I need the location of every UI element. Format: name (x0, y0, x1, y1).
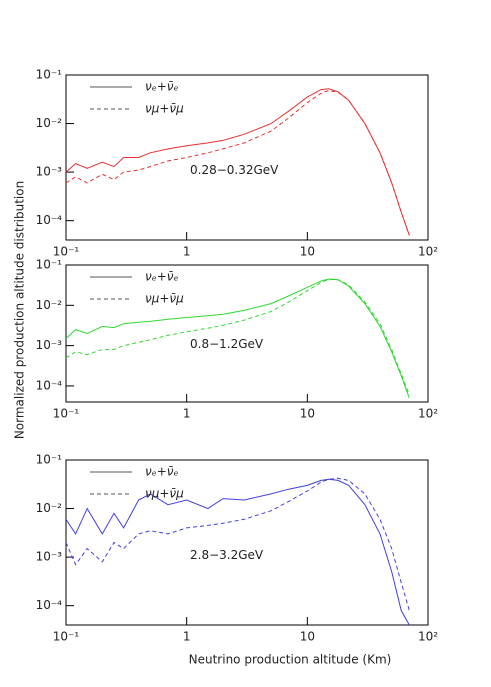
y-tick-label: 10⁻² (36, 298, 63, 312)
x-tick-label: 1 (183, 630, 191, 644)
plot-frame (65, 459, 429, 626)
x-tick-label: 10² (418, 407, 438, 421)
series-line (65, 88, 410, 236)
series-line (65, 278, 410, 396)
series-line (65, 477, 410, 611)
legend-label: νₑ+ν̄ₑ (145, 80, 178, 94)
y-tick-label: 10⁻³ (36, 338, 63, 352)
y-tick-label: 10⁻⁴ (36, 598, 63, 612)
series-line (65, 89, 410, 236)
legend-label: νₑ+ν̄ₑ (145, 270, 178, 284)
y-tick-label: 10⁻² (36, 116, 63, 130)
plot-frame (65, 264, 429, 403)
legend-label: νμ+ν̄μ (145, 292, 184, 306)
y-axis-label: Normalized production altitude distribut… (13, 181, 27, 439)
x-axis-label: Neutrino production altitude (Km) (189, 653, 392, 667)
series-line (65, 478, 410, 626)
x-tick-label: 10² (418, 245, 438, 259)
annotation: 2.8−3.2GeV (190, 548, 264, 562)
y-tick-label: 10⁻³ (36, 550, 63, 564)
legend-label: νμ+ν̄μ (145, 487, 184, 501)
y-tick-label: 10⁻¹ (36, 453, 63, 467)
x-tick-label: 10⁻¹ (53, 407, 80, 421)
x-tick-label: 10² (418, 630, 438, 644)
y-tick-label: 10⁻¹ (36, 258, 63, 272)
y-tick-label: 10⁻⁴ (36, 213, 63, 227)
x-tick-label: 1 (183, 407, 191, 421)
x-tick-label: 10⁻¹ (53, 630, 80, 644)
legend-label: νμ+ν̄μ (145, 102, 184, 116)
x-tick-label: 1 (183, 245, 191, 259)
y-tick-label: 10⁻² (36, 501, 63, 515)
x-tick-label: 10 (300, 245, 315, 259)
plot-frame (65, 74, 429, 241)
y-tick-label: 10⁻³ (36, 165, 63, 179)
annotation: 0.28−0.32GeV (190, 163, 279, 177)
y-tick-label: 10⁻¹ (36, 68, 63, 82)
series-line (65, 278, 410, 399)
legend-label: νₑ+ν̄ₑ (145, 465, 178, 479)
annotation: 0.8−1.2GeV (190, 337, 264, 351)
x-tick-label: 10⁻¹ (53, 245, 80, 259)
x-tick-label: 10 (300, 630, 315, 644)
y-tick-label: 10⁻⁴ (36, 378, 63, 392)
x-tick-label: 10 (300, 407, 315, 421)
